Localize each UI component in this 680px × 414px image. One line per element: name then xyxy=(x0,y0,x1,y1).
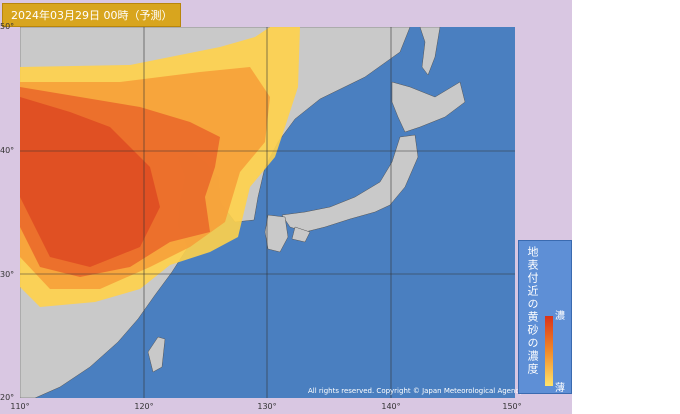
lon-label: 150° xyxy=(502,402,522,411)
legend-low: 薄 xyxy=(555,383,565,394)
lon-label: 130° xyxy=(257,402,277,411)
lat-label: 20° xyxy=(0,393,15,402)
legend-title: 地表付近の黄砂の濃度 xyxy=(526,246,539,376)
title: 2024年03月29日 00時（予測） xyxy=(2,3,182,27)
page: 2024年03月29日 00時（予測） 50° 40° 30° 20° 110°… xyxy=(0,0,572,414)
legend: 地表付近の黄砂の濃度 濃 薄 xyxy=(518,240,572,394)
lon-label: 110° xyxy=(10,402,30,411)
legend-gradient xyxy=(545,316,553,386)
legend-high: 濃 xyxy=(555,311,565,322)
graticule xyxy=(20,27,515,398)
lat-label: 50° xyxy=(0,22,15,31)
lat-label: 40° xyxy=(0,146,15,155)
map xyxy=(20,27,515,398)
lat-label: 30° xyxy=(0,270,15,279)
dust xyxy=(20,27,300,307)
lon-label: 120° xyxy=(134,402,154,411)
copyright: All rights reserved. Copyright © Japan M… xyxy=(308,387,524,395)
lon-label: 140° xyxy=(381,402,401,411)
